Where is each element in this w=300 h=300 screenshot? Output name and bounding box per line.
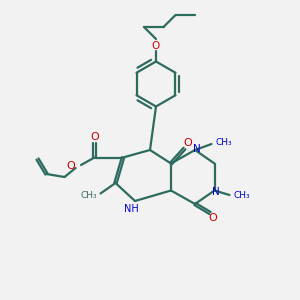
Text: O: O	[183, 137, 192, 148]
Text: O: O	[90, 131, 99, 142]
Text: CH₃: CH₃	[233, 190, 250, 200]
Text: CH₃: CH₃	[80, 190, 97, 200]
Text: CH₃: CH₃	[215, 138, 232, 147]
Text: O: O	[208, 213, 217, 224]
Text: N: N	[193, 143, 200, 154]
Text: O: O	[152, 41, 160, 51]
Text: O: O	[67, 161, 76, 171]
Text: NH: NH	[124, 203, 139, 214]
Text: N: N	[212, 187, 220, 197]
